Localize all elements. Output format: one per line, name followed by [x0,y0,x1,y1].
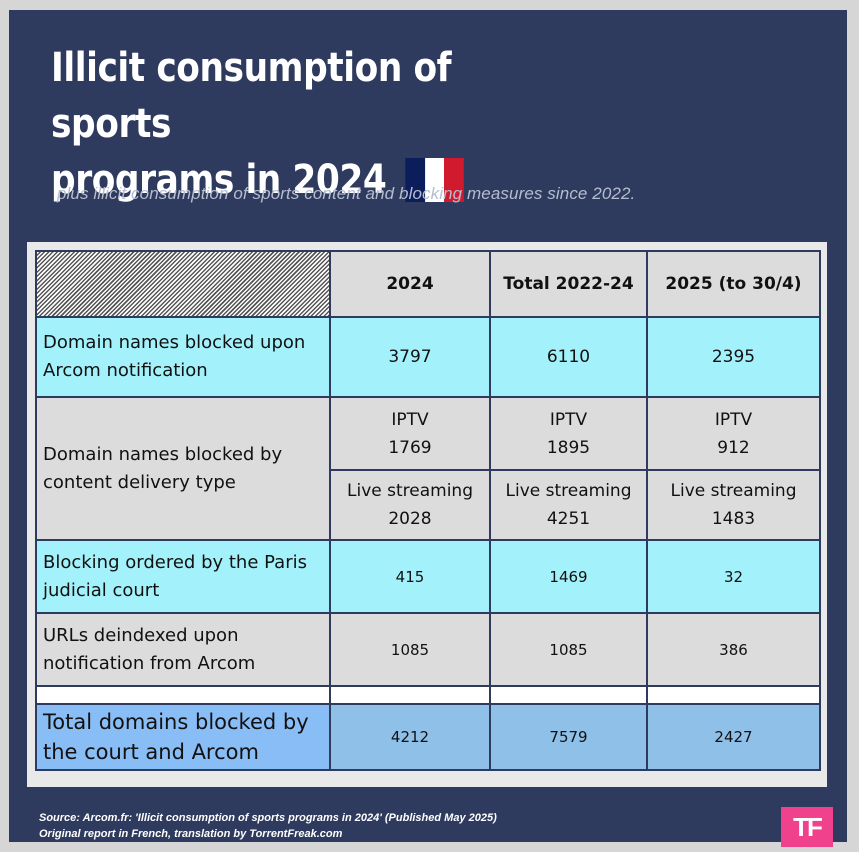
cell-value: 1085 [489,612,648,687]
cell-value: 6110 [489,316,648,398]
cell-value: 386 [646,612,821,687]
hatched-corner-cell [35,250,331,318]
france-flag-icon [405,158,464,202]
header-total-2022-24: Total 2022-24 [489,250,648,318]
cell-iptv: IPTV 1769 [329,396,491,471]
cell-value: 2395 [646,316,821,398]
cell-iptv: IPTV 1895 [489,396,648,471]
table-row-domains-arcom: Domain names blocked upon Arcom notifica… [35,316,821,398]
cell-live-streaming: Live streaming 1483 [646,469,821,541]
footer: Source: Arcom.fr: 'Illicit consumption o… [39,810,497,842]
cell-value: 415 [329,539,491,614]
table-row-delivery-live: Live streaming 2028 Live streaming 4251 Li… [36,469,821,541]
stats-table-container: 2024 Total 2022-24 2025 (to 30/4) Domain… [27,242,827,787]
table-row-delivery-iptv: Domain names blocked by content delivery… [35,396,821,541]
cell-value: 3797 [329,316,491,398]
table-row-urls-deindexed: URLs deindexed upon notification from Ar… [35,612,821,687]
source-note: Source: Arcom.fr: 'Illicit consumption o… [39,812,497,824]
cell-live-streaming: Live streaming 2028 [329,469,491,541]
header-2024: 2024 [329,250,491,318]
table-header-row: 2024 Total 2022-24 2025 (to 30/4) [35,250,821,318]
cell-value: 1085 [329,612,491,687]
header-2025: 2025 (to 30/4) [646,250,821,318]
row-label: Blocking ordered by the Paris judicial c… [35,539,331,614]
table-row-total: Total domains blocked by the court and A… [35,703,821,771]
cell-value: 7579 [489,703,648,771]
cell-value: 1469 [489,539,648,614]
title-line-1: Illicit consumption of sports [51,45,452,147]
cell-live-streaming: Live streaming 4251 [489,469,648,541]
cell-value: 32 [646,539,821,614]
torrentfreak-logo: TF [781,807,833,847]
stats-table: 2024 Total 2022-24 2025 (to 30/4) Domain… [35,250,821,771]
subtitle: plus illicit consumption of sports conte… [57,184,636,203]
row-label: Total domains blocked by the court and A… [35,703,331,771]
page-title: Illicit consumption of sports programs i… [51,40,533,208]
title-line-2: programs in 2024 [51,157,387,203]
credit-note: Original report in French, translation b… [39,828,343,840]
cell-iptv: IPTV 912 [646,396,821,471]
cell-value: 4212 [329,703,491,771]
table-row-paris-court: Blocking ordered by the Paris judicial c… [35,539,821,614]
cell-value: 2427 [646,703,821,771]
row-label: Domain names blocked by content delivery… [35,396,331,541]
row-label: URLs deindexed upon notification from Ar… [35,612,331,687]
row-label: Domain names blocked upon Arcom notifica… [35,316,331,398]
table-spacer-row [35,685,821,705]
